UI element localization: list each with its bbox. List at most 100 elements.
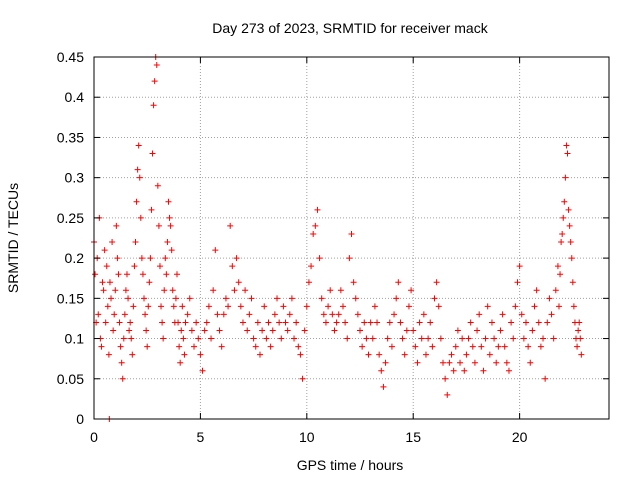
data-point-marker — [252, 343, 259, 350]
data-point-marker — [177, 359, 184, 366]
y-tick-label: 0.2 — [65, 250, 85, 266]
data-point-marker — [199, 367, 206, 374]
data-point-marker — [401, 351, 408, 358]
data-point-marker — [569, 279, 576, 286]
data-point-marker — [305, 279, 312, 286]
data-point-marker — [405, 303, 412, 310]
data-point-marker — [117, 343, 124, 350]
data-point-marker — [537, 343, 544, 350]
data-point-marker — [162, 255, 169, 262]
data-point-marker — [115, 271, 122, 278]
data-point-marker — [535, 319, 542, 326]
data-point-marker — [146, 279, 153, 286]
data-point-marker — [284, 327, 291, 334]
data-point-marker — [92, 271, 99, 278]
data-point-marker — [229, 263, 236, 270]
data-point-marker — [463, 351, 470, 358]
data-point-marker — [288, 295, 295, 302]
data-point-marker — [122, 287, 129, 294]
data-point-marker — [105, 351, 112, 358]
data-point-marker — [558, 239, 565, 246]
data-point-marker — [205, 303, 212, 310]
data-point-marker — [452, 343, 459, 350]
data-point-marker — [339, 303, 346, 310]
data-point-marker — [154, 182, 161, 189]
data-point-marker — [184, 311, 191, 318]
data-point-marker — [231, 287, 238, 294]
data-point-marker — [201, 327, 208, 334]
data-point-marker — [557, 271, 564, 278]
data-point-marker — [425, 335, 432, 342]
data-point-marker — [155, 222, 162, 229]
data-point-marker — [104, 303, 111, 310]
data-point-marker — [562, 174, 569, 181]
data-point-marker — [493, 359, 500, 366]
data-point-marker — [178, 327, 185, 334]
data-point-marker — [514, 279, 521, 286]
data-point-marker — [165, 198, 172, 205]
data-point-marker — [276, 319, 283, 326]
data-point-marker — [108, 295, 115, 302]
data-point-marker — [308, 263, 315, 270]
data-point-marker — [482, 335, 489, 342]
data-point-marker — [542, 375, 549, 382]
data-point-marker — [118, 359, 125, 366]
data-point-marker — [420, 311, 427, 318]
data-point-marker — [159, 319, 166, 326]
data-point-marker — [503, 359, 510, 366]
data-point-marker — [111, 311, 118, 318]
data-point-marker — [303, 303, 310, 310]
data-point-marker — [166, 214, 173, 221]
data-point-marker — [193, 319, 200, 326]
data-point-marker — [566, 222, 573, 229]
data-point-marker — [395, 279, 402, 286]
y-tick-label: 0.45 — [57, 49, 84, 65]
data-point-marker — [167, 222, 174, 229]
data-point-marker — [316, 255, 323, 262]
data-point-marker — [145, 303, 152, 310]
data-point-marker — [327, 287, 334, 294]
data-point-marker — [564, 150, 571, 157]
data-point-marker — [127, 319, 134, 326]
data-point-marker — [161, 287, 168, 294]
data-point-marker — [576, 319, 583, 326]
y-axis-label: SRMTID / TECUs — [5, 183, 21, 293]
data-point-marker — [484, 303, 491, 310]
data-point-marker — [388, 343, 395, 350]
data-point-marker — [182, 319, 189, 326]
data-point-marker — [352, 295, 359, 302]
data-point-marker — [150, 102, 157, 109]
data-point-marker — [102, 319, 109, 326]
data-point-marker — [282, 319, 289, 326]
data-point-marker — [98, 343, 105, 350]
y-tick-label: 0.35 — [57, 129, 84, 145]
plot-area-frame — [93, 56, 610, 420]
data-point-marker — [391, 311, 398, 318]
data-point-marker — [235, 279, 242, 286]
data-point-marker — [322, 319, 329, 326]
data-point-marker — [134, 166, 141, 173]
y-tick-label: 0 — [76, 411, 84, 427]
data-point-marker — [99, 279, 106, 286]
data-point-marker — [508, 319, 515, 326]
data-point-marker — [518, 311, 525, 318]
data-point-marker — [135, 142, 142, 149]
data-point-marker — [106, 279, 113, 286]
data-point-marker — [128, 335, 135, 342]
data-point-marker — [239, 319, 246, 326]
data-point-marker — [520, 335, 527, 342]
data-point-marker — [437, 335, 444, 342]
data-point-marker — [141, 295, 148, 302]
data-point-marker — [497, 327, 504, 334]
data-point-marker — [525, 343, 532, 350]
data-point-marker — [148, 206, 155, 213]
chart-title: Day 273 of 2023, SRMTID for receiver mac… — [212, 20, 488, 36]
data-point-marker — [280, 303, 287, 310]
data-point-marker — [408, 287, 415, 294]
data-point-marker — [125, 295, 132, 302]
data-point-marker — [299, 375, 306, 382]
data-point-marker — [570, 303, 577, 310]
data-point-marker — [478, 343, 485, 350]
data-point-marker — [574, 343, 581, 350]
data-point-marker — [540, 335, 547, 342]
